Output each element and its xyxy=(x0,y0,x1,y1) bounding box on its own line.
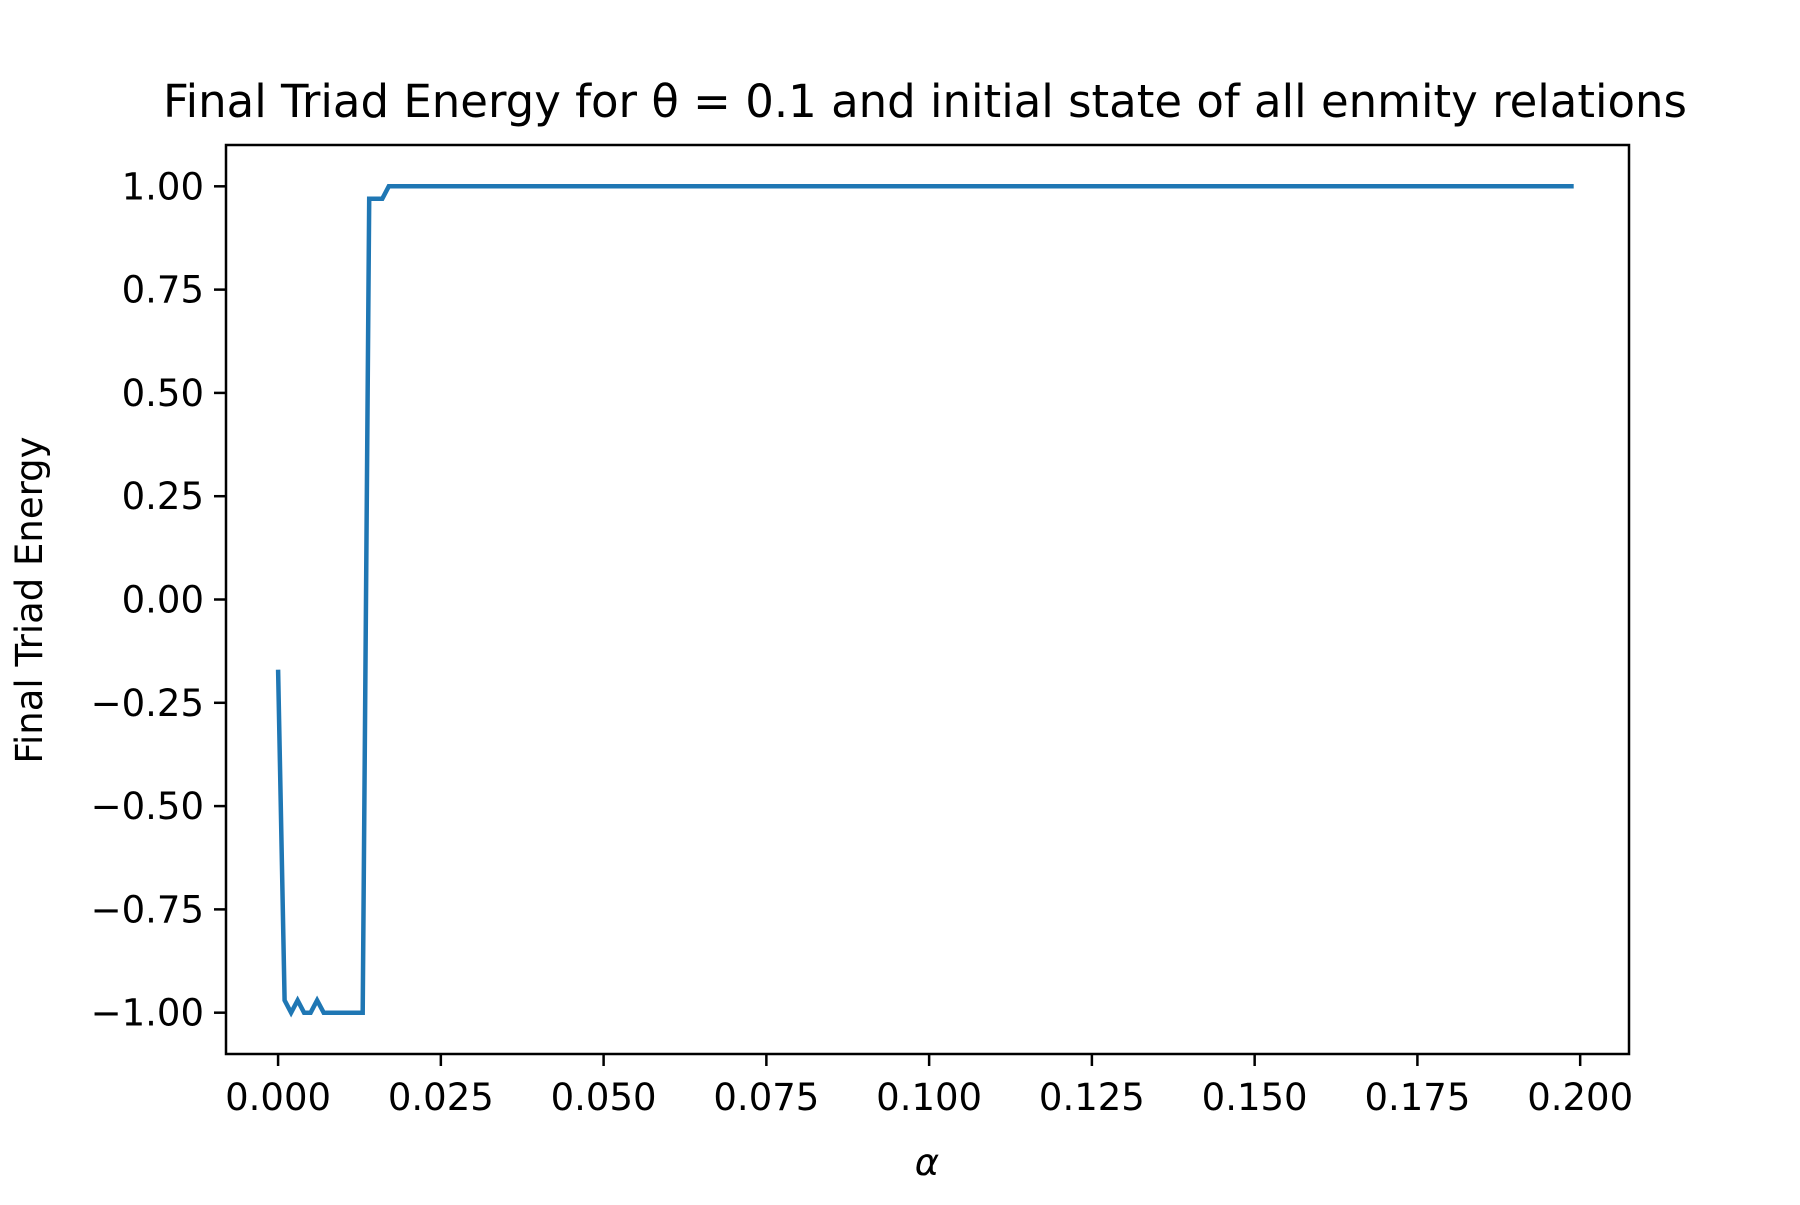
y-axis-label: Final Triad Energy xyxy=(8,436,51,763)
y-tick-label: 0.50 xyxy=(122,372,204,415)
y-tick-label: −1.00 xyxy=(91,992,204,1035)
x-tick-label: 0.150 xyxy=(1202,1076,1308,1119)
y-tick-label: 0.00 xyxy=(122,579,204,622)
y-tick-label: −0.75 xyxy=(91,888,204,931)
x-tick-label: 0.050 xyxy=(551,1076,657,1119)
x-axis-label: α xyxy=(915,1141,939,1184)
y-tick-label: 0.25 xyxy=(122,475,204,518)
x-tick-label: 0.175 xyxy=(1364,1076,1470,1119)
x-tick-label: 0.200 xyxy=(1527,1076,1633,1119)
x-axis: 0.000 0.025 0.050 0.075 0.100 0.125 0.150 0.175… xyxy=(225,1054,1633,1119)
y-tick-label: 0.75 xyxy=(122,269,204,312)
y-tick-label: 1.00 xyxy=(122,165,204,208)
x-tick-label: 0.075 xyxy=(713,1076,819,1119)
x-tick-label: 0.000 xyxy=(225,1076,331,1119)
x-tick-label: 0.100 xyxy=(876,1076,982,1119)
y-tick-label: −0.50 xyxy=(91,785,204,828)
x-tick-label: 0.025 xyxy=(388,1076,494,1119)
y-axis: −1.00 −0.75 −0.50 −0.25 0.00 0.25 0.50 0.75 1.00 xyxy=(91,165,226,1035)
y-tick-label: −0.25 xyxy=(91,682,204,725)
x-tick-label: 0.125 xyxy=(1039,1076,1145,1119)
plot-frame xyxy=(224,143,1631,1056)
series-line-0 xyxy=(275,184,1574,1018)
chart-title: Final Triad Energy for θ = 0.1 and initi… xyxy=(163,75,1687,128)
